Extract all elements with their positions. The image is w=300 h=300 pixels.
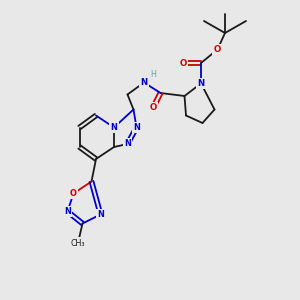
Text: O: O (70, 189, 77, 198)
Text: N: N (64, 207, 71, 216)
Text: N: N (133, 123, 140, 132)
Text: O: O (179, 58, 187, 68)
Text: N: N (124, 140, 131, 148)
Text: N: N (97, 210, 104, 219)
Text: N: N (140, 78, 148, 87)
Text: N: N (111, 123, 117, 132)
Text: N: N (197, 79, 205, 88)
Text: CH₃: CH₃ (71, 238, 85, 247)
Text: O: O (149, 103, 157, 112)
Text: H: H (150, 70, 156, 79)
Text: O: O (214, 45, 221, 54)
